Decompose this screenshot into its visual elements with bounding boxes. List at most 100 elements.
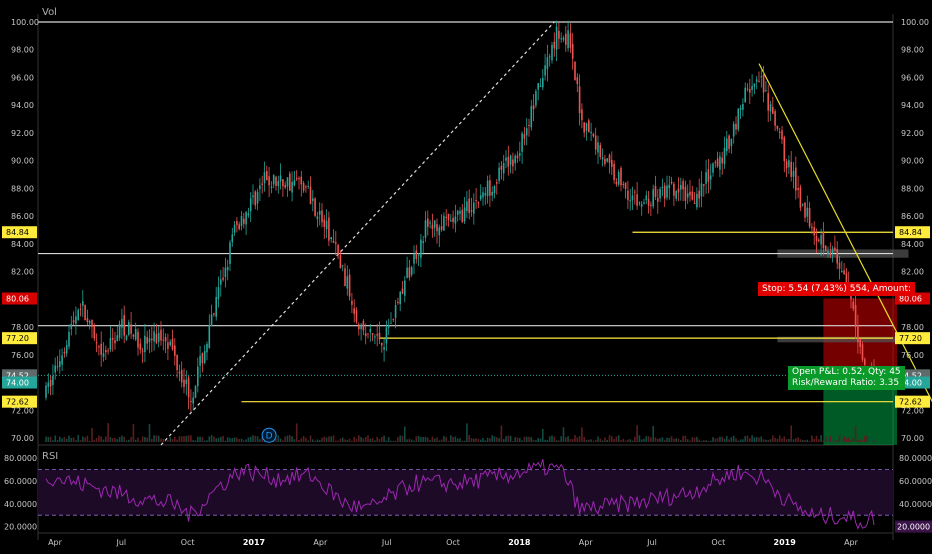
- candle-body: [670, 181, 673, 184]
- candle-body: [289, 173, 291, 191]
- candle-body: [611, 159, 613, 167]
- candle-body: [466, 201, 468, 212]
- candle-body: [199, 355, 201, 366]
- candle-body: [298, 178, 300, 180]
- volume-bar: [438, 440, 441, 442]
- volume-bar: [243, 440, 245, 442]
- candle-body: [100, 343, 102, 355]
- volume-bar: [854, 426, 857, 442]
- candle-body: [459, 211, 461, 214]
- volume-bar: [144, 437, 146, 442]
- candle-body: [387, 325, 390, 328]
- volume-bar: [627, 439, 629, 442]
- volume-bar: [279, 438, 282, 442]
- candle-body: [79, 308, 82, 310]
- volume-bar: [686, 439, 689, 442]
- volume-bar: [344, 439, 346, 442]
- volume-bar: [45, 436, 47, 442]
- candle-body: [63, 351, 66, 354]
- volume-bar: [659, 438, 661, 442]
- volume-bar: [413, 440, 415, 442]
- volume-bar: [240, 438, 243, 442]
- volume-bar: [820, 435, 822, 442]
- candle-body: [705, 172, 707, 184]
- volume-bar: [705, 440, 707, 442]
- rsi-tick-left: 20.0000: [4, 523, 37, 532]
- candle-body: [162, 339, 165, 341]
- candle-body: [215, 297, 217, 317]
- candle-body: [438, 227, 441, 236]
- candle-body: [654, 185, 657, 197]
- candle-body: [783, 137, 786, 162]
- horizontal-levels[interactable]: [38, 21, 893, 403]
- price-tag-left: 74.52: [6, 371, 29, 380]
- volume-bar: [452, 436, 454, 442]
- candle-body: [362, 320, 365, 331]
- candle-body: [397, 302, 399, 304]
- volume-bar: [735, 438, 737, 442]
- volume-bar: [353, 436, 355, 442]
- candle-body: [560, 38, 562, 40]
- volume-bar: [107, 423, 109, 442]
- candle-body: [751, 85, 753, 90]
- candle-body: [167, 342, 169, 349]
- volume-bar: [486, 437, 489, 442]
- volume-bar: [666, 437, 668, 442]
- volume-bar: [594, 439, 597, 442]
- volume-bar: [187, 435, 190, 442]
- candle-body: [838, 262, 841, 269]
- volume-bar: [546, 439, 549, 442]
- volume-bar: [293, 439, 296, 442]
- candle-body: [684, 186, 687, 201]
- candle-body: [535, 91, 537, 106]
- rsi-tick-right: 40.0000: [899, 500, 932, 509]
- volume-bar: [866, 435, 868, 442]
- volume-bar: [362, 438, 365, 442]
- candle-body: [415, 250, 418, 260]
- volume-bar: [118, 437, 121, 442]
- volume-bar: [236, 437, 238, 442]
- candle-body: [433, 220, 436, 228]
- volume-bar: [624, 440, 627, 442]
- price-tag-left: 84.84: [6, 228, 29, 237]
- candle-body: [627, 190, 629, 201]
- volume-bar: [75, 440, 77, 442]
- candle-body: [355, 310, 358, 322]
- candle-body: [463, 207, 466, 222]
- volume-bar: [530, 437, 533, 442]
- volume-bar: [732, 435, 735, 442]
- volume-bar: [498, 438, 500, 442]
- candle-body: [180, 370, 183, 383]
- candle-body: [788, 160, 790, 168]
- candle-body: [335, 242, 337, 244]
- pnl-box: Open P&L: 0.52, Qty: 45 Risk/Reward Rati…: [788, 366, 905, 390]
- candle-body: [268, 176, 270, 186]
- dashed-trend-line[interactable]: [160, 21, 555, 446]
- candle-body: [581, 109, 583, 121]
- time-tick-label: Apr: [313, 538, 328, 547]
- volume-bar: [341, 437, 344, 442]
- candle-body: [712, 163, 714, 173]
- candle-body: [91, 319, 93, 328]
- time-tick-label: Oct: [181, 538, 195, 547]
- volume-bar: [824, 436, 827, 442]
- volume-bar: [590, 439, 592, 442]
- volume-bar: [445, 436, 447, 442]
- volume-bar: [431, 436, 434, 442]
- candle-body: [808, 207, 811, 227]
- volume-bar: [617, 435, 620, 442]
- volume-bar: [785, 439, 788, 442]
- volume-bar: [475, 438, 477, 442]
- volume-bar: [376, 436, 378, 442]
- candle-body: [772, 106, 774, 114]
- volume-bar: [654, 437, 657, 442]
- candle-body: [102, 353, 105, 357]
- price-tick-left: 94.00: [11, 101, 34, 110]
- volume-bar: [275, 438, 277, 442]
- candle-body: [799, 187, 802, 208]
- volume-bar: [169, 437, 171, 442]
- candle-body: [183, 379, 185, 388]
- candle-body: [682, 181, 684, 190]
